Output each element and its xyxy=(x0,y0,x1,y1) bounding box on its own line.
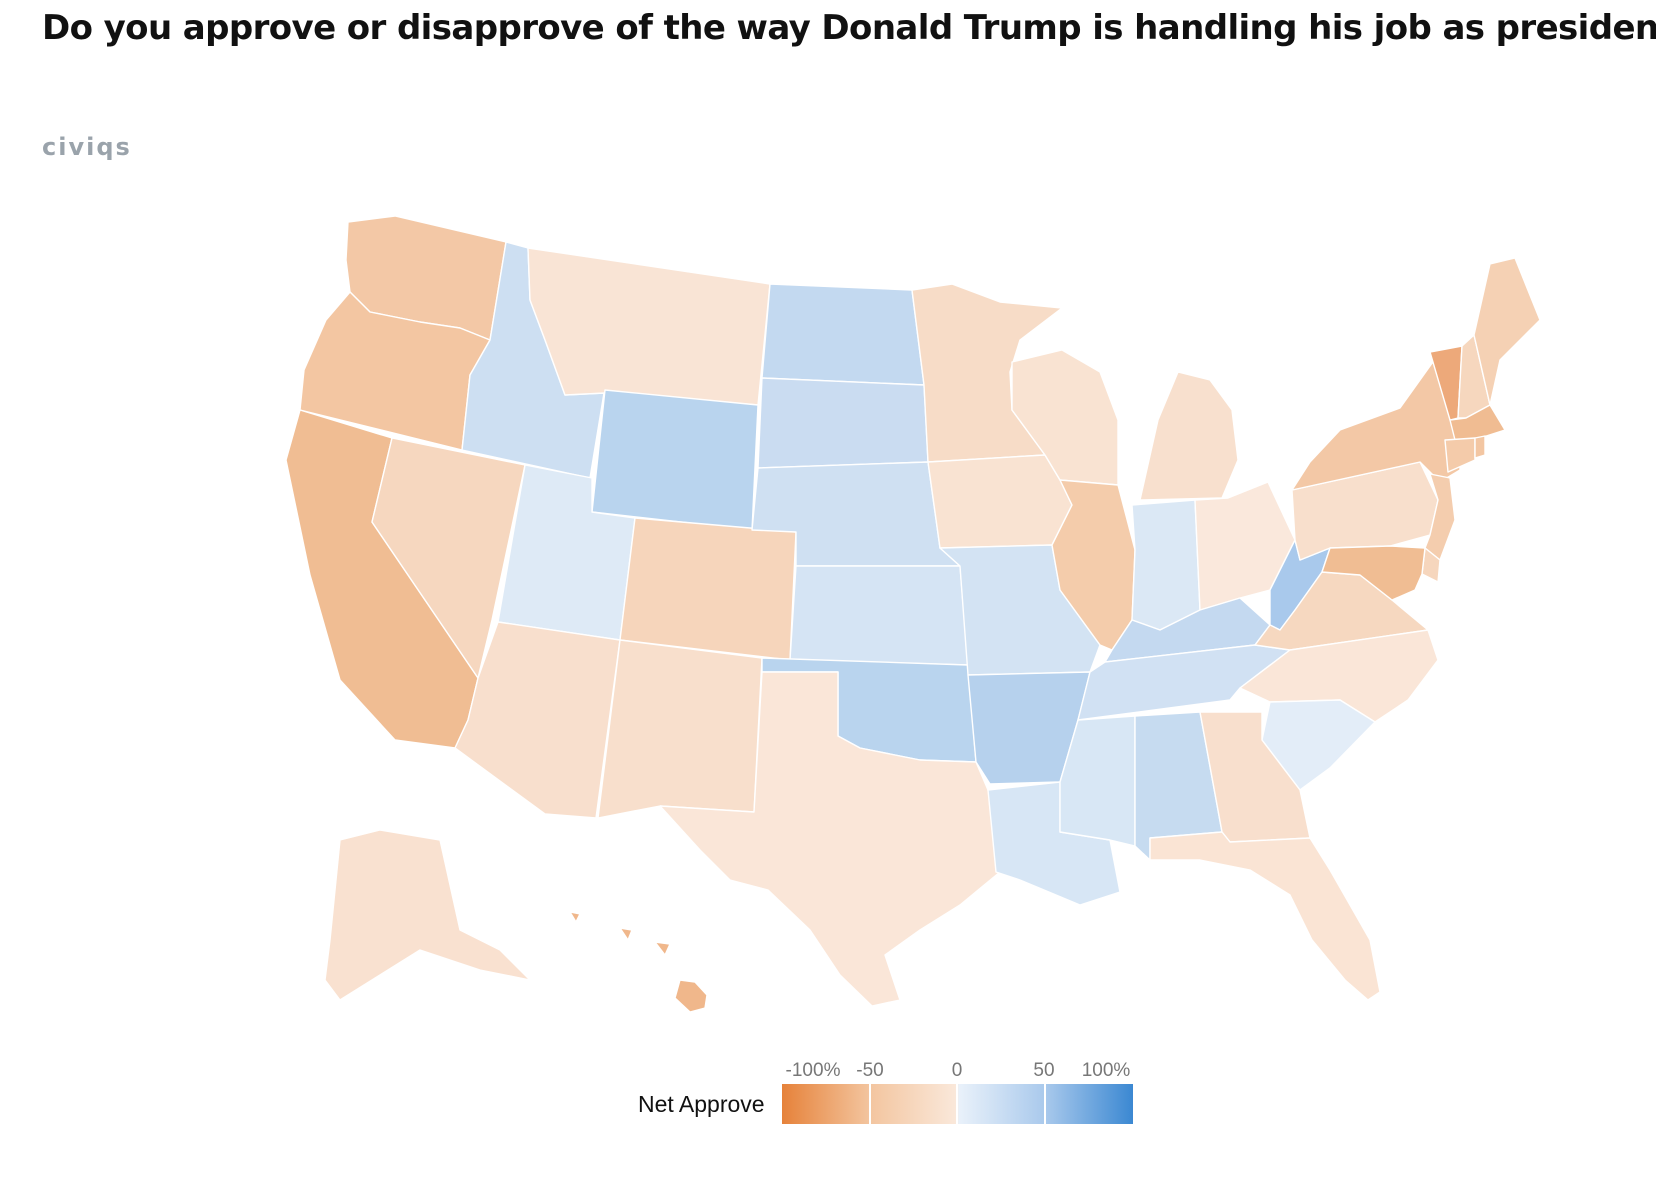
legend-divider xyxy=(1044,1084,1046,1124)
state-MT[interactable] xyxy=(527,247,771,406)
state-CO[interactable] xyxy=(619,517,797,661)
state-IA[interactable] xyxy=(927,454,1073,549)
state-NM[interactable] xyxy=(597,639,763,819)
legend-tick-zero: 0 xyxy=(951,1060,963,1081)
legend-divider xyxy=(956,1084,958,1124)
state-NV[interactable] xyxy=(371,437,526,679)
state-NY[interactable] xyxy=(1291,351,1461,491)
legend-label: Net Approve xyxy=(638,1091,765,1117)
state-KS[interactable] xyxy=(789,565,969,666)
chart-title: Do you approve or disapprove of the way … xyxy=(42,8,1656,48)
legend-tick-min: -100% xyxy=(785,1060,841,1081)
color-legend: Net Approve -100% -50 0 50 100% xyxy=(630,1060,1150,1130)
state-AK[interactable] xyxy=(324,829,531,1001)
state-HI[interactable] xyxy=(569,911,708,1013)
state-ND[interactable] xyxy=(761,283,925,386)
state-CT[interactable] xyxy=(1444,437,1476,473)
legend-tick-neg50: -50 xyxy=(856,1060,884,1081)
state-SD[interactable] xyxy=(757,377,929,469)
legend-color-bar xyxy=(782,1084,1133,1124)
state-WY[interactable] xyxy=(591,389,759,531)
state-TX[interactable] xyxy=(659,671,1001,1007)
legend-tick-pos50: 50 xyxy=(1033,1060,1055,1081)
state-IN[interactable] xyxy=(1131,499,1201,631)
state-MI[interactable] xyxy=(1139,371,1239,501)
legend-divider xyxy=(869,1084,871,1124)
state-FL[interactable] xyxy=(1149,831,1381,1001)
state-RI[interactable] xyxy=(1474,435,1486,459)
state-MN[interactable] xyxy=(911,283,1063,463)
legend-tick-max: 100% xyxy=(1081,1060,1131,1081)
brand-logo: civiqs xyxy=(42,133,132,161)
state-IL[interactable] xyxy=(1051,479,1136,651)
state-MD[interactable] xyxy=(1321,545,1426,601)
